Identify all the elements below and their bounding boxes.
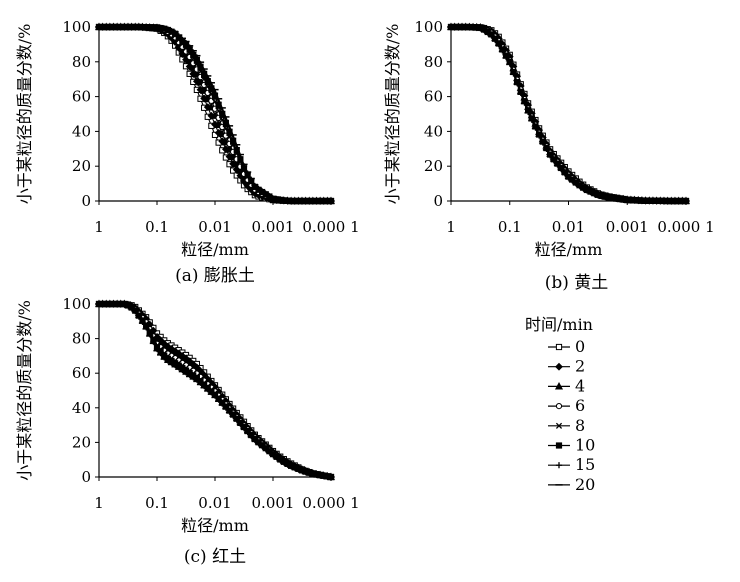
- y-tick-label: 0: [433, 192, 443, 210]
- data-point: [554, 161, 561, 168]
- legend-label: 8: [575, 416, 585, 435]
- legend-entry-0: 0: [548, 337, 585, 356]
- y-tick-label: 80: [424, 53, 443, 71]
- data-point: [565, 174, 572, 181]
- y-tick-label: 100: [62, 295, 91, 313]
- legend-entry-4: 4: [548, 376, 585, 395]
- legend-label: 0: [575, 337, 585, 356]
- y-tick-label: 100: [62, 18, 91, 36]
- data-point: [255, 439, 262, 447]
- x-tick-label: 0.01: [552, 218, 585, 236]
- data-point: [230, 412, 237, 419]
- series-6-min: [95, 300, 335, 481]
- x-tick-label: 0.001: [606, 218, 649, 236]
- x-axis-label: 粒径/mm: [181, 240, 249, 259]
- legend-label: 6: [575, 396, 585, 415]
- y-tick-label: 80: [72, 53, 91, 71]
- legend-entry-6: 6: [548, 396, 585, 415]
- series-4-min: [94, 22, 336, 205]
- series-15-min: [447, 23, 690, 205]
- legend-entry-15: 15: [548, 455, 595, 474]
- data-point: [214, 128, 223, 137]
- chart-panel-1: 0 20 40 60 80 100 1 0.1 0.01 0.001 0.000 1 粒径/mm 小于某…: [383, 18, 715, 293]
- legend-marker: [555, 403, 563, 410]
- x-tick-label: 1: [94, 494, 104, 512]
- y-tick-label: 100: [414, 18, 443, 36]
- x-tick-label: 1: [94, 218, 104, 236]
- x-tick-label: 0.1: [145, 218, 169, 236]
- y-tick-label: 60: [424, 88, 443, 106]
- chart-panel-2: 0 20 40 60 80 100 1 0.1 0.01 0.001 0.000 1 粒径/mm 小于某…: [15, 295, 360, 567]
- legend-marker: [554, 381, 564, 390]
- y-tick-label: 20: [72, 433, 91, 451]
- legend-title: 时间/min: [525, 315, 593, 334]
- y-tick-label: 40: [72, 122, 91, 140]
- legend-label: 10: [575, 436, 595, 455]
- series-20-min: [95, 26, 335, 202]
- legend-entry-10: 10: [548, 436, 595, 455]
- data-point: [255, 185, 262, 193]
- data-point: [495, 41, 502, 48]
- y-axis-label: 小于某粒径的质量分数/%: [15, 24, 34, 205]
- y-tick-label: 40: [72, 399, 91, 417]
- y-tick-label: 40: [424, 122, 443, 140]
- data-point: [240, 424, 248, 432]
- x-axis-label: 粒径/mm: [181, 516, 249, 535]
- data-point: [218, 137, 227, 146]
- legend-entry-8: 8: [548, 416, 585, 435]
- x-tick-label: 0.001: [252, 218, 295, 236]
- x-tick-label: 0.01: [198, 218, 231, 236]
- x-axis-label: 粒径/mm: [535, 240, 603, 259]
- data-point: [561, 170, 568, 177]
- data-point: [219, 108, 226, 115]
- legend-marker: [555, 422, 563, 429]
- y-axis-label: 小于某粒径的质量分数/%: [15, 300, 34, 481]
- x-tick-label: 0.1: [145, 494, 169, 512]
- legend-marker: [555, 343, 563, 351]
- legend-label: 20: [575, 475, 595, 494]
- y-tick-label: 80: [72, 330, 91, 348]
- y-axis-label: 小于某粒径的质量分数/%: [383, 24, 402, 205]
- chart-panel-0: 0 20 40 60 80 100 1 0.1 0.01 0.001 0.000 1 粒径/mm 小于某…: [15, 18, 360, 286]
- legend-label: 2: [575, 357, 585, 376]
- panel-caption: (c) 红土: [184, 547, 246, 567]
- panel-caption: (b) 黄土: [545, 273, 609, 293]
- y-tick-label: 60: [72, 364, 91, 382]
- x-tick-label: 0.000 1: [657, 218, 714, 236]
- x-tick-label: 0.000 1: [302, 218, 359, 236]
- y-tick-label: 20: [424, 157, 443, 175]
- series-20-min: [95, 303, 335, 478]
- legend-entry-2: 2: [548, 357, 585, 376]
- legend-marker: [555, 442, 563, 449]
- y-tick-label: 0: [81, 468, 91, 486]
- x-tick-label: 1: [446, 218, 456, 236]
- legend-label: 15: [575, 455, 595, 474]
- data-point: [222, 117, 229, 124]
- data-point: [488, 32, 495, 39]
- data-point: [172, 29, 179, 36]
- y-tick-label: 60: [72, 88, 91, 106]
- legend-entry-20: 20: [548, 475, 595, 494]
- data-point: [222, 404, 229, 411]
- data-point: [226, 408, 233, 415]
- legend-marker: [555, 462, 563, 469]
- data-point: [244, 428, 251, 436]
- x-tick-label: 0.000 1: [302, 494, 359, 512]
- data-point: [251, 436, 258, 444]
- x-tick-label: 0.1: [498, 218, 522, 236]
- x-tick-label: 0.001: [252, 494, 295, 512]
- y-tick-label: 0: [81, 192, 91, 210]
- x-tick-label: 0.01: [198, 494, 231, 512]
- series-20-min: [447, 26, 690, 202]
- legend-label: 4: [575, 376, 585, 395]
- panel-caption: (a) 膨胀土: [175, 266, 255, 286]
- y-tick-label: 20: [72, 157, 91, 175]
- legend-marker: [555, 362, 563, 371]
